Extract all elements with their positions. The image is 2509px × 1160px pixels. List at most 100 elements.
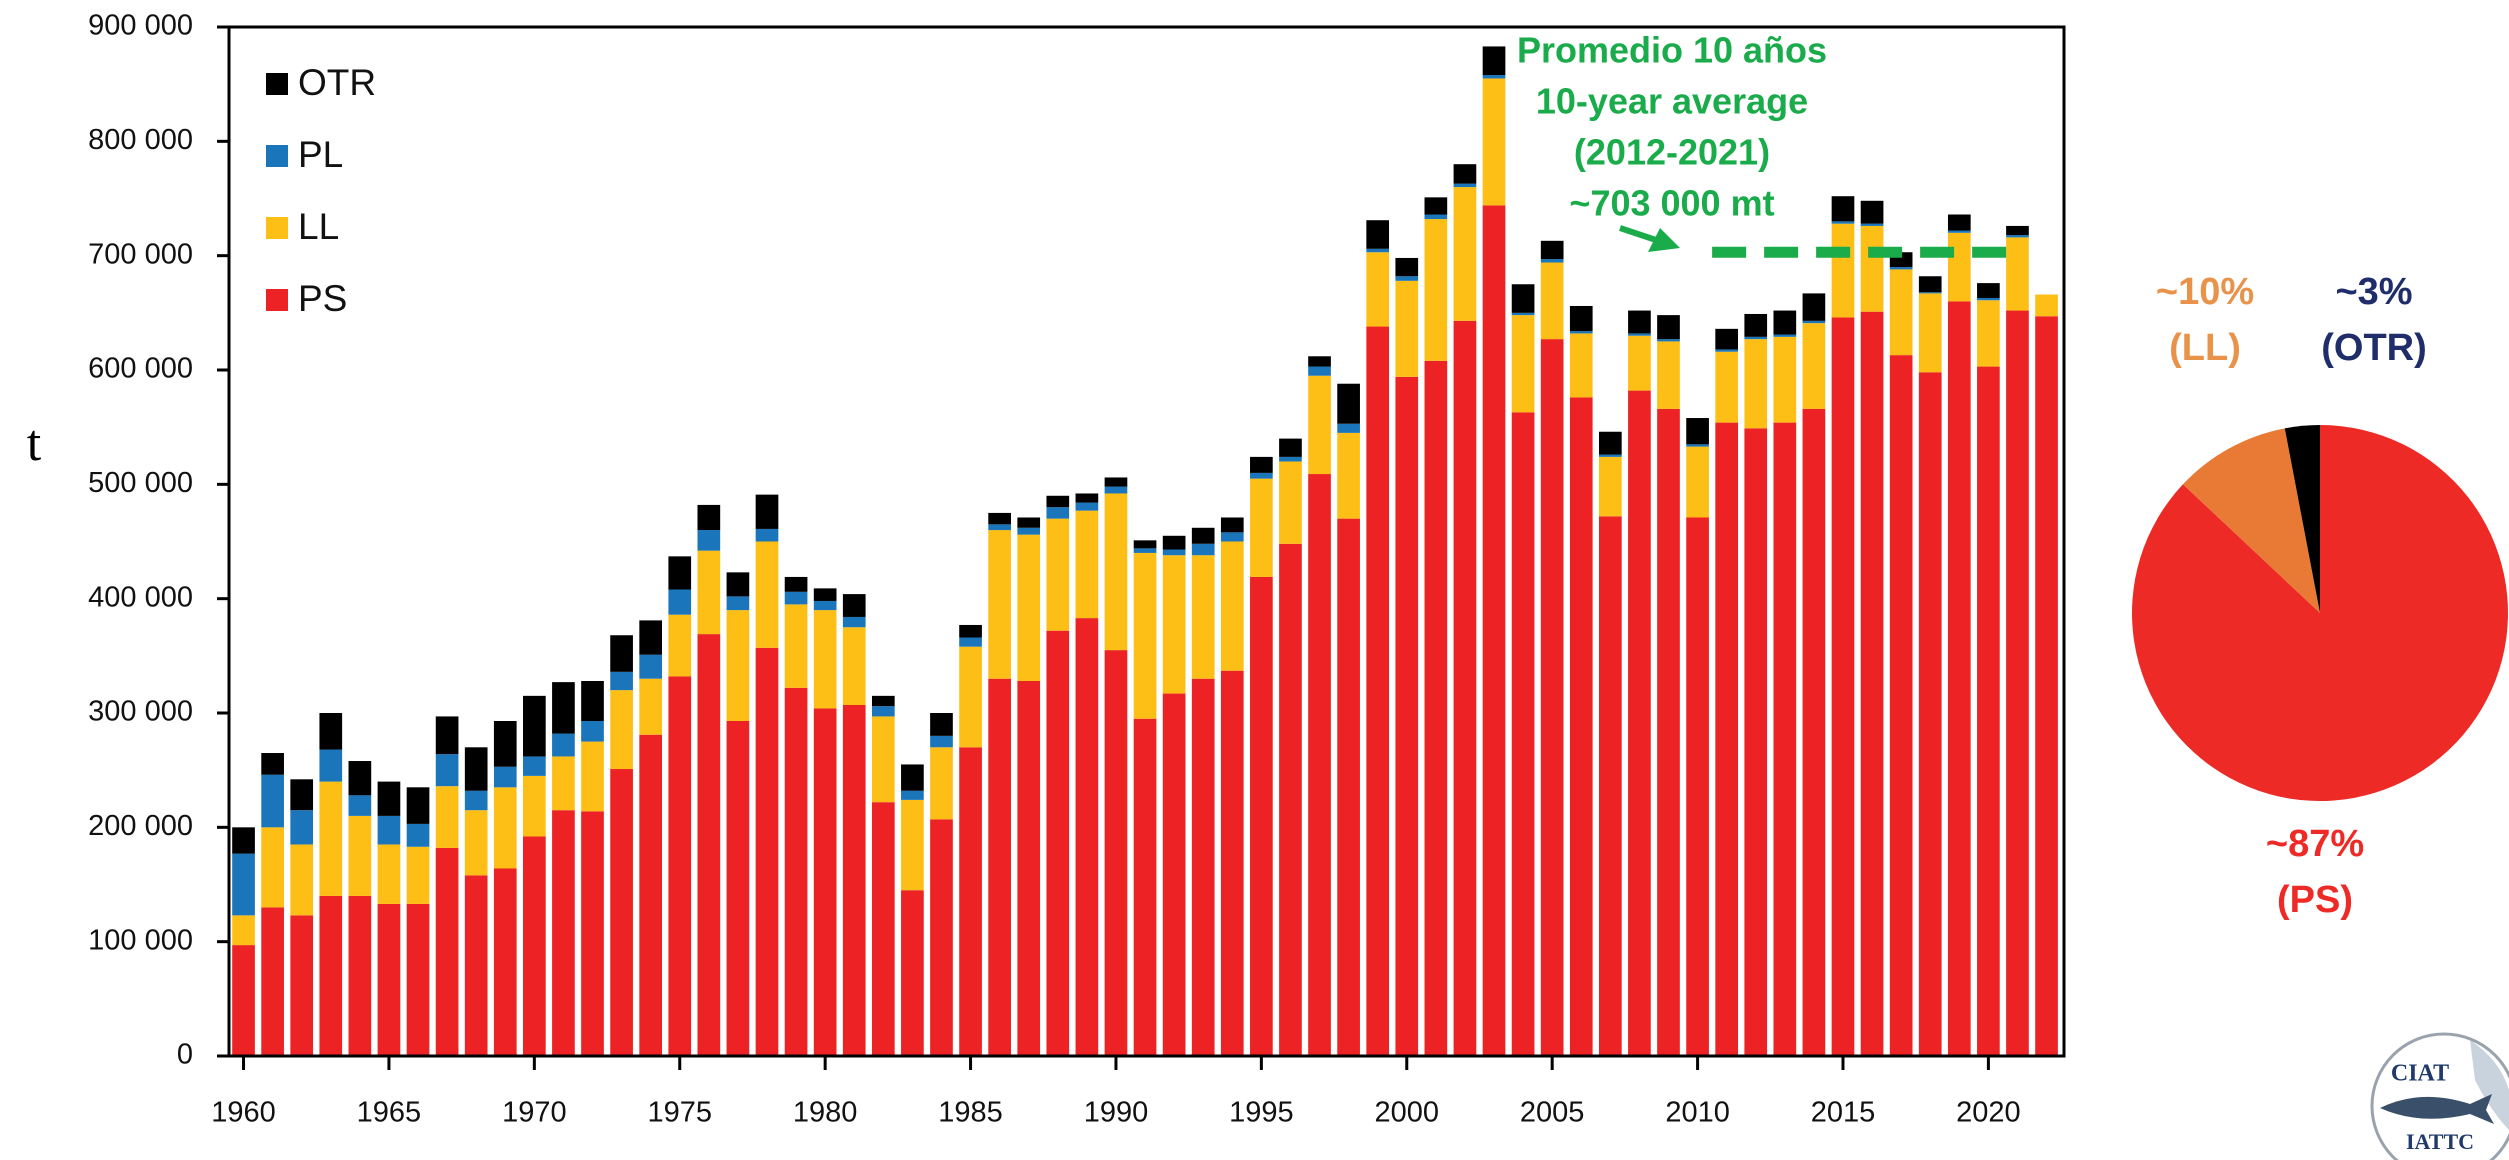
bar-segment (1046, 495, 1070, 508)
x-tick-label: 2020 (1956, 1097, 2021, 1129)
bar-segment (523, 836, 546, 1056)
annotation-text: 10-year average (1536, 81, 1808, 122)
bar-segment (1046, 507, 1070, 519)
bar-segment (871, 716, 895, 803)
bar-segment (1250, 478, 1273, 577)
bar-segment (697, 550, 721, 635)
bar-segment (1831, 221, 1855, 224)
bar-segment (493, 766, 517, 788)
bar-segment (1802, 408, 1826, 1057)
x-tick-label: 1965 (357, 1097, 422, 1129)
bar-segment (610, 769, 633, 1056)
bar-segment (523, 775, 546, 837)
bar-segment (1686, 446, 1709, 518)
bar-segment (988, 678, 1011, 1056)
bar-segment (668, 556, 692, 590)
bar-segment (1395, 376, 1419, 1056)
bar-segment (784, 687, 808, 1056)
y-tick-label: 100 000 (88, 924, 193, 956)
bar-segment (1191, 527, 1215, 544)
bar-segment (610, 690, 633, 770)
bar-segment (2006, 237, 2029, 311)
bar-segment (1511, 412, 1535, 1056)
bar-segment (813, 610, 837, 709)
bar-segment (319, 749, 343, 782)
bar-segment (930, 735, 953, 748)
plot-frame (227, 25, 2066, 1058)
bar-segment (377, 903, 401, 1056)
bar-segment (930, 747, 953, 820)
bar-segment (1540, 240, 1564, 260)
bar-segment (348, 815, 372, 896)
bar-segment (988, 530, 1011, 679)
bar-segment (1366, 220, 1390, 249)
x-tick-label: 1975 (647, 1097, 712, 1129)
legend-label: LL (298, 206, 339, 247)
bar-segment (406, 846, 430, 904)
pie-value-label: ~10% (2156, 271, 2254, 313)
bar-segment (1686, 444, 1709, 447)
bar-segment (581, 680, 604, 722)
bar-segment (871, 695, 895, 707)
bar-segment (1250, 456, 1273, 473)
bar-segment (1366, 326, 1390, 1056)
bar-segment (377, 844, 401, 904)
y-tick-label: 500 000 (88, 467, 193, 499)
bar-segment (348, 895, 372, 1056)
y-tick-label: 900 000 (88, 10, 193, 42)
bar-segment (1133, 548, 1157, 553)
bar-segment (1337, 432, 1360, 519)
bar-segment (1220, 517, 1244, 533)
bar-segment (348, 795, 372, 816)
bar-segment (1744, 339, 1768, 429)
bar-segment (232, 915, 255, 946)
bar-segment (1104, 486, 1128, 494)
legend-swatch (266, 289, 288, 311)
bar-segment (493, 787, 517, 869)
bar-segment (1395, 276, 1419, 281)
annotation-arrowhead (1648, 228, 1680, 252)
bar-segment (959, 624, 982, 638)
bar-segment (1133, 718, 1157, 1056)
bar-segment (697, 634, 721, 1056)
bar-segment (1773, 336, 1797, 423)
bar-segment (377, 815, 401, 845)
bar-segment (1831, 196, 1855, 222)
bar-segment (1802, 293, 1826, 321)
y-axis-label: t (27, 415, 42, 472)
bar-segment (552, 682, 575, 734)
bar-segment (261, 753, 284, 775)
bar-segment (1511, 312, 1535, 316)
bar-segment (1250, 576, 1273, 1056)
bar-segment (639, 654, 663, 679)
bar-segment (697, 504, 721, 531)
bar-segment (1598, 516, 1622, 1056)
bar-segment (581, 741, 604, 812)
bar-segment (610, 635, 633, 672)
bar-segment (1511, 315, 1535, 413)
pie-value-label: ~87% (2266, 823, 2364, 865)
bar-segment (1773, 422, 1797, 1056)
bar-segment (1453, 164, 1477, 184)
bar-segment (2035, 294, 2058, 317)
bar-segment (988, 512, 1011, 525)
bar-segment (464, 747, 488, 791)
bar-segment (1046, 518, 1070, 631)
y-tick-label: 0 (177, 1039, 193, 1071)
bar-segment (1308, 366, 1331, 376)
bar-segment (1657, 408, 1680, 1057)
bar-segment (726, 610, 750, 722)
bar-segment (1860, 225, 1884, 312)
bar-segment (1686, 418, 1709, 445)
bar-segment (1308, 356, 1331, 367)
y-tick-label: 800 000 (88, 124, 193, 156)
x-tick-label: 1985 (938, 1097, 1003, 1129)
legend-swatch (266, 145, 288, 167)
bar-segment (232, 853, 255, 916)
bar-segment (668, 676, 692, 1056)
bar-segment (1220, 532, 1244, 542)
bar-segment (232, 827, 255, 854)
bar-segment (1569, 305, 1593, 332)
bar-segment (1831, 223, 1855, 318)
bar-segment (290, 844, 314, 916)
